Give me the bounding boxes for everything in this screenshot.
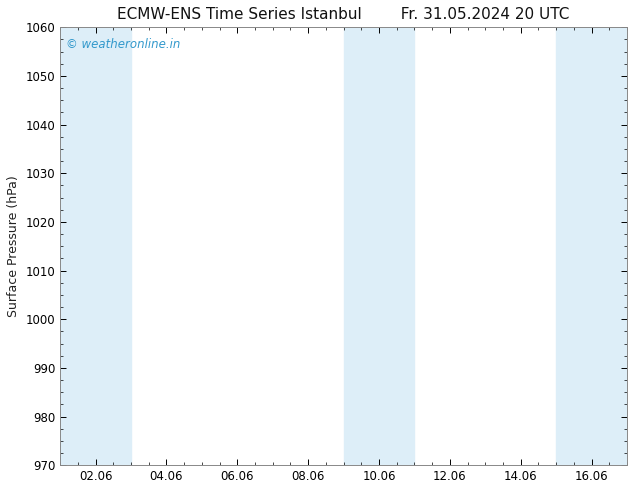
Text: © weatheronline.in: © weatheronline.in <box>66 38 180 51</box>
Title: ECMW-ENS Time Series Istanbul        Fr. 31.05.2024 20 UTC: ECMW-ENS Time Series Istanbul Fr. 31.05.… <box>117 7 570 22</box>
Y-axis label: Surface Pressure (hPa): Surface Pressure (hPa) <box>7 175 20 317</box>
Bar <box>344 27 415 465</box>
Bar <box>60 27 131 465</box>
Bar <box>556 27 627 465</box>
